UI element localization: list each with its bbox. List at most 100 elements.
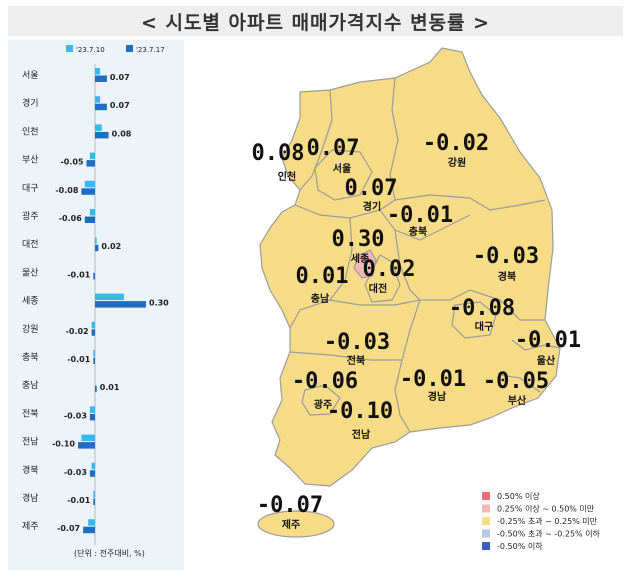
category-label: 울산 [22,267,39,278]
data-label: 0.01 [100,383,120,392]
category-label: 경기 [22,97,39,109]
map-legend-swatch [482,529,490,538]
region-value: 0.08 [252,141,305,166]
bar-legend: '23.7.10 '23.7.17 [66,45,165,54]
legend-label-1: '23.7.17 [136,46,165,54]
bar-rows: 서울 0.07 경기 0.07 인천 0.08 부산 -0.05 대구 -0.08 광주 -0.06 대… [22,68,169,534]
region-name: 대전 [369,282,387,295]
bar-curr [95,103,107,111]
region-name: 부산 [508,394,527,407]
region-name: 광주 [314,399,332,411]
region-name: 서울 [333,162,351,175]
region-value: -0.03 [473,244,539,269]
map-legend-label: -0.25% 초과 ~ 0.25% 미만 [497,517,598,526]
bar-prev [93,350,95,357]
bar-prev [84,180,95,188]
category-label: 경남 [22,492,39,504]
bar-curr [95,75,107,82]
sejong-shape [353,249,377,279]
region-name: 울산 [537,354,556,367]
category-label: 인천 [22,126,39,137]
category-label: 충북 [22,352,39,363]
data-label: -0.01 [67,355,90,364]
bar-curr [84,216,95,223]
bar-curr [93,272,95,280]
bar-prev [91,462,95,470]
region-value: -0.01 [387,203,453,228]
data-label: -0.07 [57,524,80,533]
data-label: -0.05 [60,158,83,167]
unit-note: (단위 : 전주대비, %) [74,549,145,558]
map-legend-label: 0.50% 이상 [497,491,540,501]
map-legend: 0.50% 이상 0.25% 이상 ~ 0.50% 미만 -0.25% 초과 ~ 0… [482,491,601,551]
bar-prev [95,293,124,301]
region-value: -0.10 [327,399,393,424]
region-name: 충남 [311,292,330,305]
category-label: 대구 [22,183,39,194]
category-label: 전남 [22,437,39,448]
region-value: -0.06 [292,369,358,394]
region-borders [289,77,561,433]
bar-curr [95,301,146,308]
region-name: 제주 [282,518,300,531]
bar-prev [91,321,95,329]
region-value: 0.30 [332,227,385,252]
map-legend-swatch [482,517,490,525]
bar-prev [93,491,95,498]
legend-swatch-0 [66,45,73,52]
region-value: -0.05 [483,369,549,394]
category-label: 부산 [22,155,39,166]
region-value: -0.01 [400,367,466,392]
map-shapes [257,47,561,538]
data-label: -0.02 [66,327,89,336]
category-label: 세종 [22,296,39,307]
region-value: -0.07 [257,493,323,518]
region-name: 경남 [428,390,447,403]
category-label: 경북 [22,464,39,476]
region-value: -0.08 [449,296,515,321]
bar-curr [95,385,97,393]
bar-prev [89,152,95,160]
bar-curr [89,413,95,421]
data-label: -0.08 [55,186,78,195]
region-value: 0.02 [363,257,416,282]
bar-curr [81,188,95,195]
region-name: 전남 [352,428,371,441]
bar-prev [95,124,102,131]
bar-curr [86,160,95,167]
bar-prev [95,96,101,103]
data-label: -0.03 [64,468,87,477]
data-label: -0.01 [67,270,90,279]
bar-curr [93,498,95,505]
region-value: 0.01 [296,264,349,289]
map-legend-label: -0.50% 이하 [497,541,543,551]
data-label: 0.07 [110,73,130,82]
region-name: 경기 [363,200,381,213]
bar-prev [95,68,101,75]
chart-title: < 시도별 아파트 매매가격지수 변동률 > [8,6,623,36]
bar-prev [95,237,97,244]
region-name: 세종 [351,252,369,265]
category-label: 광주 [22,210,39,222]
data-label: -0.10 [52,440,75,449]
region-value: -0.03 [324,330,390,355]
region-name: 경북 [498,270,516,283]
region-value: -0.02 [423,131,489,156]
region-name: 충북 [409,225,427,238]
bar-prev [88,519,95,526]
mainland-shape [259,47,561,487]
bar-curr [91,329,95,336]
jeju-shape [257,510,335,538]
bar-prev [89,209,95,216]
bar-prev [89,406,95,413]
map-labels: 0.08인천0.07서울0.07경기-0.02강원-0.01충북0.30세종0.… [252,131,582,531]
bar-curr [89,470,95,477]
region-name: 강원 [448,156,466,169]
category-label: 서울 [22,70,39,81]
region-name: 인천 [278,170,296,183]
region-value: 0.07 [307,136,360,161]
region-name: 전북 [347,354,365,367]
map-legend-label: 0.25% 이상 ~ 0.50% 미만 [497,504,595,514]
map-legend-label: -0.50% 초과 ~ -0.25% 이하 [497,529,601,539]
